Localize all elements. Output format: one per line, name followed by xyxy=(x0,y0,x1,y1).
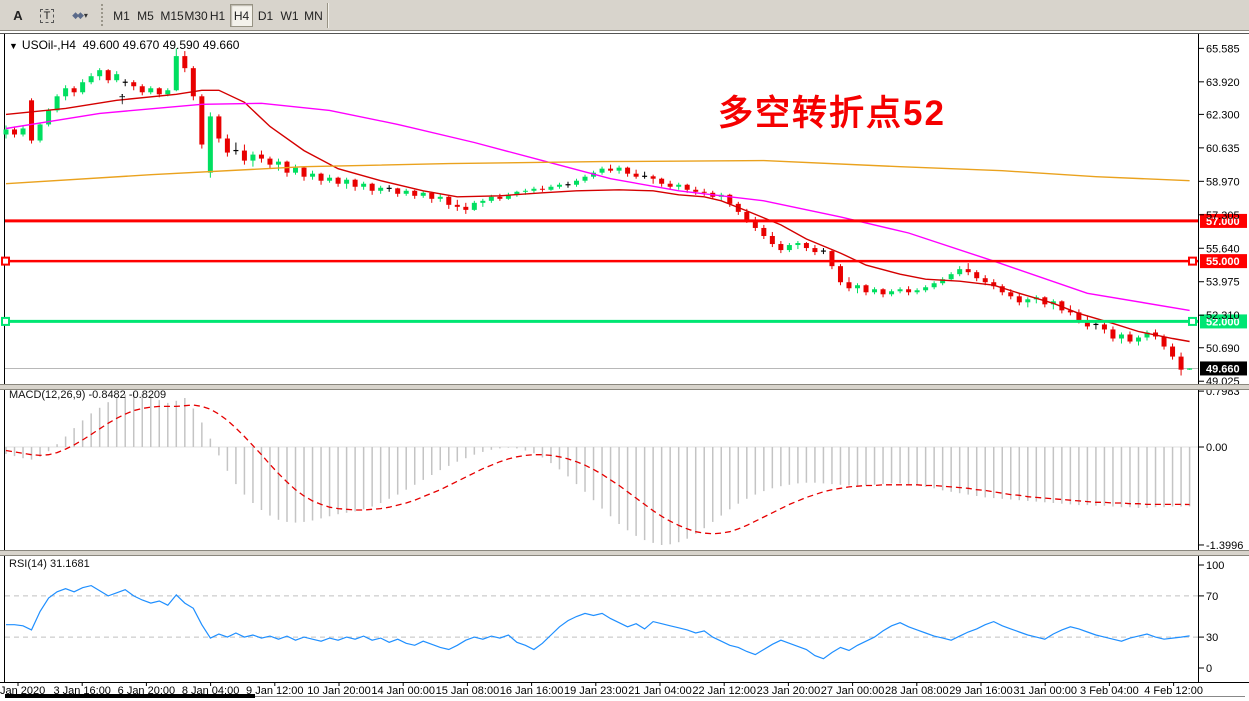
svg-text:14 Jan 00:00: 14 Jan 00:00 xyxy=(371,685,435,697)
svg-text:50.690: 50.690 xyxy=(1206,343,1240,355)
ohlc-close: 49.660 xyxy=(202,38,240,52)
svg-text:0.00: 0.00 xyxy=(1206,442,1227,454)
font-tool-button[interactable]: A xyxy=(6,4,30,27)
timeframe-button-M15[interactable]: M15 xyxy=(158,4,186,27)
price-scale[interactable]: 65.585 63.920 62.300 60.635 58.970 57.305 55.6… xyxy=(1199,43,1240,388)
svg-text:27 Jan 00:00: 27 Jan 00:00 xyxy=(821,685,885,697)
rsi-value: 31.1681 xyxy=(49,558,90,570)
svg-text:31 Jan 00:00: 31 Jan 00:00 xyxy=(1013,685,1077,697)
timeframe-button-W1[interactable]: W1 xyxy=(278,4,301,27)
h-scrollbar-thumb[interactable] xyxy=(5,694,255,698)
svg-text:49.660: 49.660 xyxy=(1206,363,1240,375)
svg-text:-1.3996: -1.3996 xyxy=(1206,540,1243,552)
svg-text:4 Feb 12:00: 4 Feb 12:00 xyxy=(1144,685,1203,697)
timeframe-button-H4[interactable]: H4 xyxy=(230,4,253,27)
text-label-tool-button[interactable]: T xyxy=(34,4,60,27)
timeframe-button-M1[interactable]: M1 xyxy=(110,4,133,27)
arrows-icon: ◆◆ xyxy=(72,10,84,20)
svg-text:22 Jan 12:00: 22 Jan 12:00 xyxy=(692,685,756,697)
text-tool-icon: T xyxy=(39,8,55,23)
symbol-label: USOil-,H4 xyxy=(21,38,76,52)
toolbar-separator xyxy=(327,3,329,28)
chevron-down-icon: ▾ xyxy=(83,11,88,20)
last-price-tag xyxy=(1200,361,1247,376)
macd-signal-line xyxy=(5,404,1190,535)
svg-text:52.000: 52.000 xyxy=(1206,316,1240,328)
timeframe-button-M5[interactable]: M5 xyxy=(134,4,157,27)
svg-text:62.300: 62.300 xyxy=(1206,109,1240,121)
svg-text:55.000: 55.000 xyxy=(1206,256,1240,268)
pane-splitter-rsi[interactable] xyxy=(0,550,1249,556)
ohlc-low: 49.590 xyxy=(162,38,200,52)
timeframe-button-MN[interactable]: MN xyxy=(302,4,325,27)
chart-title: ▼ USOil-,H4 49.600 49.670 49.590 49.660 xyxy=(9,38,239,52)
svg-text:63.920: 63.920 xyxy=(1206,77,1240,89)
rsi-pane: 100 70 30 0 xyxy=(5,560,1224,675)
svg-text:57.305: 57.305 xyxy=(1206,210,1240,222)
svg-text:65.585: 65.585 xyxy=(1206,43,1240,55)
svg-text:29 Jan 16:00: 29 Jan 16:00 xyxy=(949,685,1013,697)
svg-text:16 Jan 16:00: 16 Jan 16:00 xyxy=(500,685,564,697)
timeframe-button-M30[interactable]: M30 xyxy=(182,4,210,27)
ma-orange-slow xyxy=(5,159,1190,185)
ma-red-fast xyxy=(5,89,1190,343)
arrows-tool-button[interactable]: ◆◆ ▾ xyxy=(64,4,96,27)
svg-text:21 Jan 04:00: 21 Jan 04:00 xyxy=(628,685,692,697)
macd-label: MACD(12,26,9) -0.8482 -0.8209 xyxy=(9,389,167,401)
macd-signal-value: -0.8209 xyxy=(128,389,167,401)
macd-main-value: -0.8482 xyxy=(88,389,126,401)
svg-text:70: 70 xyxy=(1206,591,1218,603)
cross-marker: † xyxy=(119,91,126,106)
chart-window: 57.000 55.000 52.000 49.660 65.585 63.920 62.3… xyxy=(0,31,1249,701)
ma-magenta-mid xyxy=(5,102,1190,312)
svg-text:0: 0 xyxy=(1206,663,1212,675)
svg-text:57.000: 57.000 xyxy=(1206,216,1240,228)
timeframe-button-D1[interactable]: D1 xyxy=(254,4,277,27)
rsi-line xyxy=(6,584,1190,660)
pane-splitter-macd[interactable] xyxy=(0,384,1249,390)
svg-text:10 Jan 20:00: 10 Jan 20:00 xyxy=(307,685,371,697)
ohlc-open: 49.600 xyxy=(82,38,120,52)
chart-canvas[interactable]: 57.000 55.000 52.000 49.660 65.585 63.920 62.3… xyxy=(0,31,1249,701)
ohlc-high: 49.670 xyxy=(122,38,160,52)
chart-frame xyxy=(0,33,1249,697)
svg-text:9 Jan 12:00: 9 Jan 12:00 xyxy=(246,685,304,697)
svg-text:30: 30 xyxy=(1206,632,1218,644)
svg-text:15 Jan 08:00: 15 Jan 08:00 xyxy=(436,685,500,697)
svg-text:55.640: 55.640 xyxy=(1206,243,1240,255)
svg-text:52.310: 52.310 xyxy=(1206,310,1240,322)
top-toolbar: A T ◆◆ ▾ M1 M5 M15 M30 H1 H4 D1 W1 MN xyxy=(0,0,1249,31)
svg-text:100: 100 xyxy=(1206,560,1224,572)
symbol-dropdown-arrow[interactable]: ▼ xyxy=(9,41,18,51)
svg-text:53.975: 53.975 xyxy=(1206,277,1240,289)
svg-text:23 Jan 20:00: 23 Jan 20:00 xyxy=(757,685,821,697)
svg-text:3 Feb 04:00: 3 Feb 04:00 xyxy=(1080,685,1139,697)
timeframe-button-H1[interactable]: H1 xyxy=(206,4,229,27)
svg-text:28 Jan 08:00: 28 Jan 08:00 xyxy=(885,685,949,697)
svg-text:60.635: 60.635 xyxy=(1206,143,1240,155)
annotation-text: 多空转折点52 xyxy=(718,94,946,133)
toolbar-grip[interactable] xyxy=(101,4,107,26)
svg-text:58.970: 58.970 xyxy=(1206,176,1240,188)
rsi-label: RSI(14) 31.1681 xyxy=(9,558,90,570)
svg-text:19 Jan 23:00: 19 Jan 23:00 xyxy=(564,685,628,697)
